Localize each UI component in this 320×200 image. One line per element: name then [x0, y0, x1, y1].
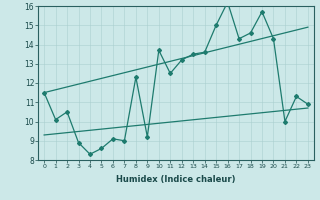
- X-axis label: Humidex (Indice chaleur): Humidex (Indice chaleur): [116, 175, 236, 184]
